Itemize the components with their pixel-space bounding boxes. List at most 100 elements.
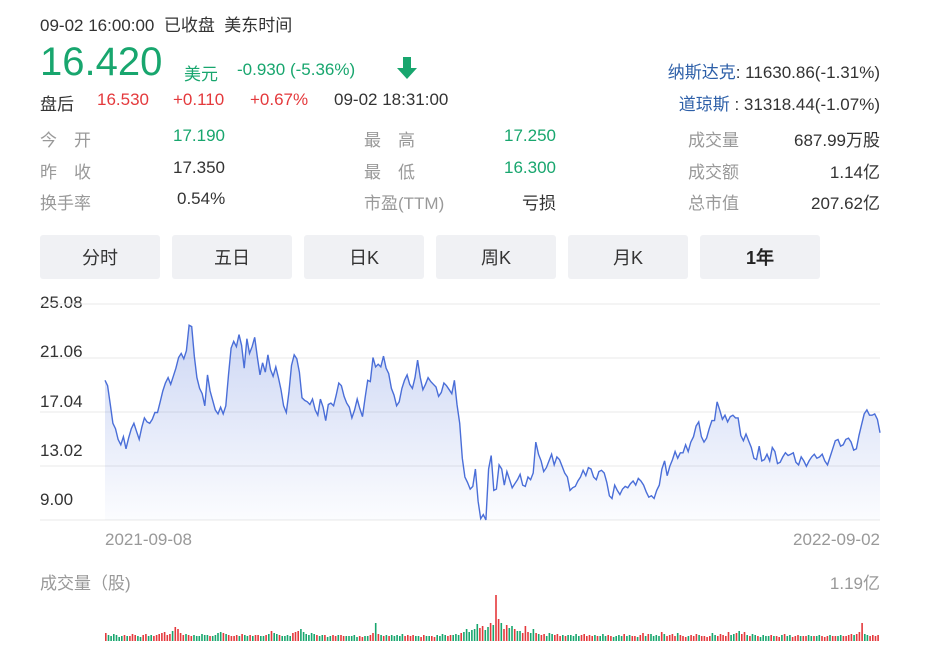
volume-bar	[353, 635, 356, 641]
volume-bar	[765, 636, 767, 641]
volume-bar	[214, 635, 217, 641]
volume-bar	[674, 636, 676, 641]
index-name[interactable]: 道琼斯	[678, 95, 730, 114]
volume-bar	[845, 636, 847, 641]
volume-bar	[703, 636, 706, 641]
volume-bar	[847, 635, 850, 641]
volume-bar	[877, 635, 879, 641]
volume-bar	[273, 633, 275, 641]
volume-bar	[313, 634, 315, 641]
volume-bar	[829, 635, 831, 641]
volume-bar	[380, 635, 382, 641]
volume-bar	[586, 636, 588, 641]
volume-bar	[570, 635, 572, 641]
volume-bar	[567, 635, 569, 641]
volume-bar	[423, 635, 425, 641]
volume-bar	[599, 636, 601, 641]
volume-bar	[791, 637, 794, 641]
volume-bar	[500, 623, 503, 641]
low-value: 16.300	[504, 158, 556, 177]
volume-bar	[260, 636, 262, 641]
volume-bar	[361, 637, 364, 641]
volume-bar	[137, 636, 139, 641]
volume-bar	[185, 634, 187, 641]
volume-bar	[417, 636, 420, 641]
volume-bar	[284, 636, 286, 641]
volume-bar	[858, 632, 861, 641]
volume-bar	[610, 636, 612, 641]
volume-bar	[457, 635, 460, 641]
change-value: -0.930	[237, 60, 286, 79]
x-start-label: 2021-09-08	[105, 530, 192, 549]
volume-bar	[861, 623, 863, 641]
volume-bar	[134, 635, 136, 641]
volume-bar	[105, 633, 107, 641]
y-tick-label: 21.06	[40, 342, 83, 361]
volume-bar	[564, 636, 567, 641]
volume-bar	[730, 635, 732, 641]
tab-one-year[interactable]: 1年	[700, 235, 820, 279]
timestamp: 09-02 16:00:00	[40, 16, 155, 35]
volume-bar	[799, 636, 802, 641]
volume-bar	[444, 635, 446, 641]
volume-bar	[682, 636, 684, 641]
tab-five-day[interactable]: 五日	[172, 235, 292, 279]
volume-bar	[332, 635, 334, 641]
volume-chart-label: 成交量（股)	[40, 574, 131, 593]
after-hours-label: 盘后	[40, 95, 74, 114]
tab-monthly-k[interactable]: 月K	[568, 235, 688, 279]
volume-bar	[369, 635, 372, 641]
index-value: : 31318.44(-1.07%)	[729, 95, 880, 114]
volume-bar	[679, 635, 682, 641]
volume-bar	[551, 634, 553, 641]
volume-bar	[409, 636, 412, 641]
currency: 美元	[184, 65, 218, 84]
index-dow[interactable]: 道琼斯 : 31318.44(-1.07%)	[679, 90, 880, 115]
volume-bar	[337, 635, 340, 641]
volume-bar	[428, 636, 430, 641]
tab-daily-k[interactable]: 日K	[304, 235, 424, 279]
volume-bar	[179, 633, 182, 641]
volume-bar	[725, 636, 727, 641]
volume-max-label: 1.19亿	[829, 574, 880, 593]
volume-bar	[142, 635, 144, 641]
volume-bar	[463, 632, 465, 641]
volume-bar	[775, 636, 778, 641]
volume-bar	[618, 635, 620, 641]
volume-bar	[738, 631, 740, 641]
high-value: 17.250	[504, 126, 556, 145]
volume-bar	[575, 634, 577, 641]
volume-bar	[321, 635, 324, 641]
volume-bar	[554, 635, 556, 641]
y-tick-label: 13.02	[40, 441, 83, 460]
y-tick-label: 17.04	[40, 392, 83, 411]
volume-bar	[211, 636, 214, 641]
volume-bar	[831, 636, 834, 641]
volume-bar	[700, 636, 703, 641]
volume-bar	[741, 634, 743, 641]
index-name[interactable]: 纳斯达克	[667, 63, 736, 82]
volume-bar	[270, 631, 273, 641]
volume-bar	[513, 629, 516, 641]
volume-bar	[735, 633, 738, 641]
volume-bar	[294, 632, 297, 641]
volume-bar	[529, 633, 532, 641]
volume-bar	[195, 636, 198, 641]
volume-bar	[757, 636, 759, 641]
tab-intraday[interactable]: 分时	[40, 235, 160, 279]
volume-bar	[559, 636, 561, 641]
tab-weekly-k[interactable]: 周K	[436, 235, 556, 279]
volume-bar	[535, 633, 537, 641]
volume-bar	[265, 635, 267, 641]
prev-close-value: 17.350	[173, 158, 225, 177]
after-hours-change-pct: +0.67%	[250, 90, 309, 109]
price-chart[interactable]	[0, 290, 944, 658]
volume-bar	[252, 636, 254, 641]
volume-bar	[698, 635, 700, 641]
volume-bar	[436, 635, 438, 641]
after-hours-price: 16.530	[97, 90, 149, 109]
volume-bar	[802, 636, 805, 641]
index-nasdaq[interactable]: 纳斯达克: 11630.86(-1.31%)	[668, 58, 880, 83]
volume-bar	[171, 631, 174, 641]
volume-bar	[310, 633, 313, 641]
